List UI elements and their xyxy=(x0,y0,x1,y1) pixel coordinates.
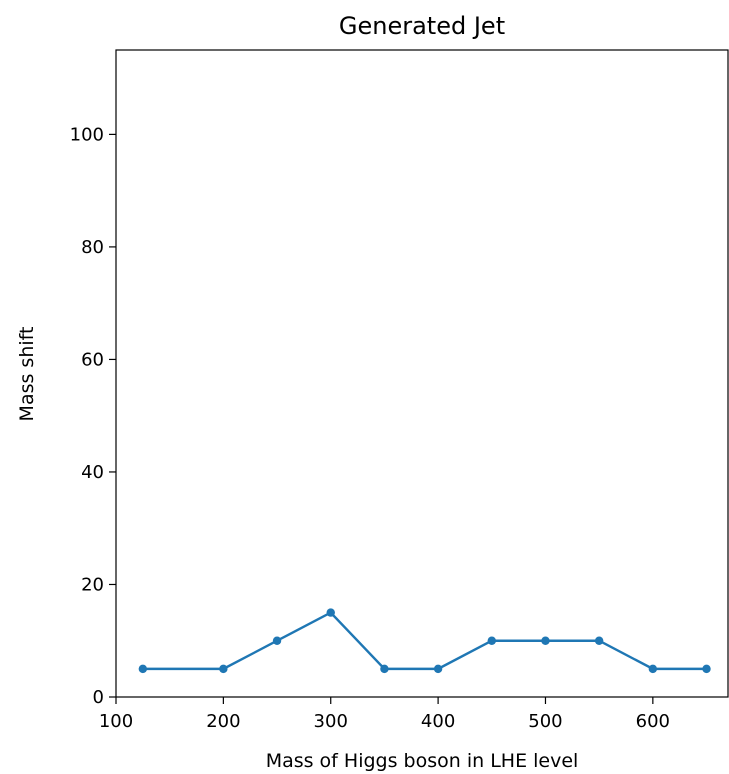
chart-title: Generated Jet xyxy=(339,12,505,40)
data-point xyxy=(487,636,496,645)
data-point xyxy=(541,636,550,645)
x-tick-label: 600 xyxy=(636,711,670,732)
data-point xyxy=(138,664,148,674)
x-tick-label: 400 xyxy=(421,711,455,732)
y-axis: 0 20 40 60 80 100 xyxy=(70,124,116,708)
x-tick-label: 500 xyxy=(528,711,562,732)
y-tick-label: 20 xyxy=(81,574,104,595)
y-tick-label: 80 xyxy=(81,237,104,258)
x-tick-label: 100 xyxy=(99,711,133,732)
y-axis-label: Mass shift xyxy=(16,327,38,422)
data-point xyxy=(594,636,604,645)
data-point xyxy=(702,664,711,674)
y-tick-label: 40 xyxy=(81,462,104,483)
y-tick-label: 60 xyxy=(81,349,104,370)
x-tick-label: 200 xyxy=(206,711,240,732)
x-axis: 100 200 300 400 500 600 xyxy=(99,697,670,732)
data-point xyxy=(648,664,658,674)
plot-frame xyxy=(115,49,729,698)
series-layer xyxy=(138,608,711,674)
series-line xyxy=(142,611,707,671)
y-tick-label: 100 xyxy=(70,124,104,145)
data-point xyxy=(380,664,389,674)
x-axis-label: Mass of Higgs boson in LHE level xyxy=(266,750,579,772)
y-tick-label: 0 xyxy=(93,687,104,708)
data-point xyxy=(326,608,335,617)
x-tick-label: 300 xyxy=(314,711,348,732)
data-point xyxy=(219,664,228,674)
data-point xyxy=(272,636,282,645)
data-point xyxy=(433,664,443,674)
